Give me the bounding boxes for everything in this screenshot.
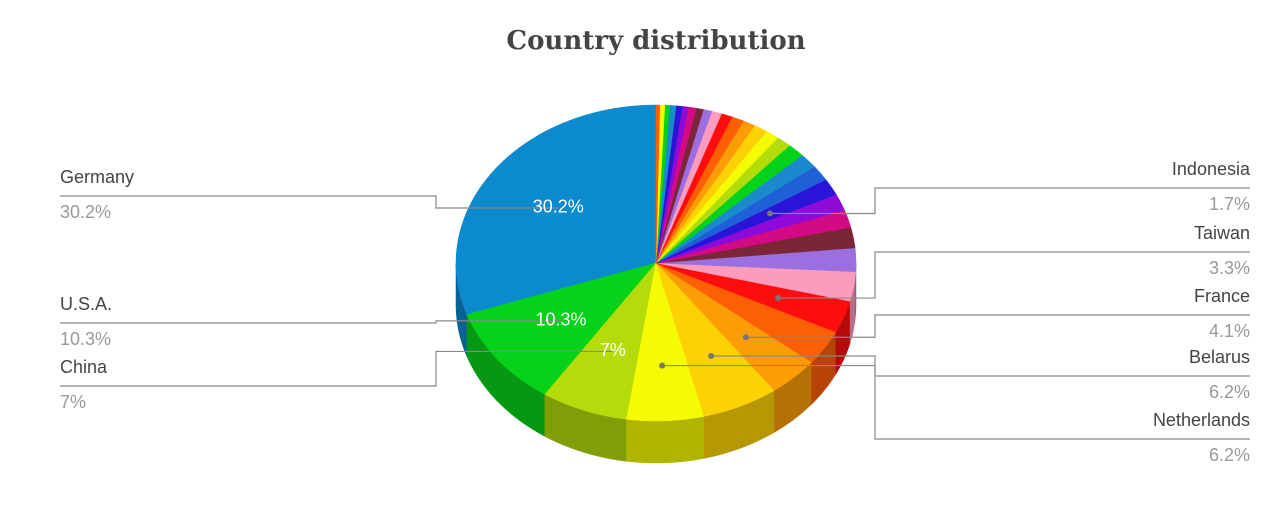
leader-dot bbox=[766, 210, 773, 217]
legend-percent: 3.3% bbox=[1209, 258, 1250, 278]
pie-slice bbox=[466, 262, 657, 395]
leader-line bbox=[778, 251, 1250, 299]
pie-slice bbox=[655, 262, 856, 302]
pie-slice bbox=[655, 262, 813, 391]
slice-percent: 30.2% bbox=[533, 197, 584, 217]
legend-label: Taiwan bbox=[1194, 223, 1250, 243]
slice-percent: 10.3% bbox=[535, 310, 586, 330]
pie-slice bbox=[655, 262, 851, 333]
legend-percent: 6.2% bbox=[1209, 445, 1250, 465]
leader-line bbox=[769, 187, 1250, 215]
legend-label: Netherlands bbox=[1153, 410, 1250, 430]
leader-line bbox=[662, 364, 1250, 440]
pie-slice bbox=[655, 104, 661, 264]
leader-dot bbox=[742, 334, 749, 341]
slice-side bbox=[626, 416, 705, 464]
pie-slice bbox=[544, 262, 657, 420]
pie-slice bbox=[626, 262, 705, 422]
legend-percent: 4.1% bbox=[1209, 321, 1250, 341]
slice-percent: 7% bbox=[600, 340, 626, 360]
pie-slice bbox=[655, 262, 775, 417]
legend-percent: 30.2% bbox=[60, 202, 111, 222]
leader-dot bbox=[775, 295, 782, 302]
legend-label: Indonesia bbox=[1172, 159, 1251, 179]
legend-label: Belarus bbox=[1189, 347, 1250, 367]
leader-dot bbox=[659, 362, 666, 369]
legend-label: France bbox=[1194, 286, 1250, 306]
legend-label: China bbox=[60, 357, 108, 377]
chart-title: Country distribution bbox=[506, 26, 805, 56]
legend-label: Germany bbox=[60, 167, 134, 187]
pie-slice bbox=[455, 104, 657, 315]
leader-line bbox=[60, 320, 561, 324]
pie-slice bbox=[655, 247, 857, 272]
leader-line bbox=[60, 350, 613, 387]
leader-line bbox=[745, 314, 1250, 338]
leader-dot bbox=[708, 353, 715, 360]
legend-percent: 7% bbox=[60, 392, 86, 412]
legend-label: U.S.A. bbox=[60, 294, 112, 314]
legend-percent: 1.7% bbox=[1209, 194, 1250, 214]
leader-line bbox=[60, 195, 559, 209]
legend-percent: 6.2% bbox=[1209, 382, 1250, 402]
legend-percent: 10.3% bbox=[60, 329, 111, 349]
